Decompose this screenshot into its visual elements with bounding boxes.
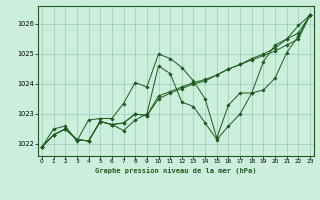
X-axis label: Graphe pression niveau de la mer (hPa): Graphe pression niveau de la mer (hPa) — [95, 167, 257, 174]
